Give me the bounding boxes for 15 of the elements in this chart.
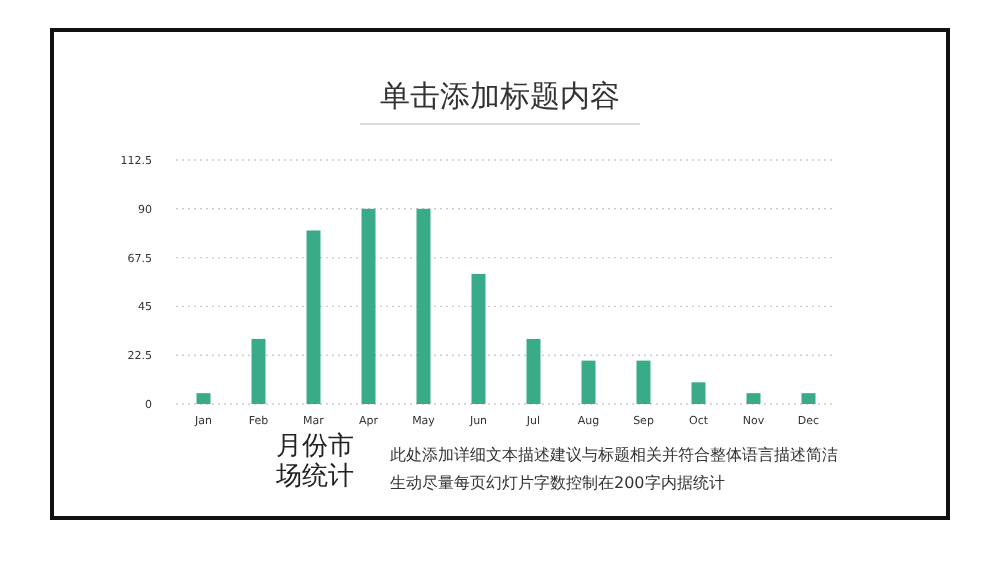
bar: [526, 338, 541, 404]
chart-title: 单击添加标题内容: [380, 78, 620, 114]
bar: [416, 208, 431, 404]
text: 月份市场统计: [276, 432, 356, 492]
bar: [801, 393, 816, 404]
bar: [196, 393, 211, 404]
bar: [691, 382, 706, 404]
bar: [636, 360, 651, 404]
bar: [251, 338, 266, 404]
bar: [581, 360, 596, 404]
bar: [306, 230, 321, 404]
bar: [471, 273, 486, 404]
bar: [361, 208, 376, 404]
text: 此处添加详细文本描述建议与标题相关并符合整体语言描述简洁生动尽量每页幻灯片字数控制在200字内据统计: [390, 444, 840, 496]
bar: [746, 393, 761, 404]
